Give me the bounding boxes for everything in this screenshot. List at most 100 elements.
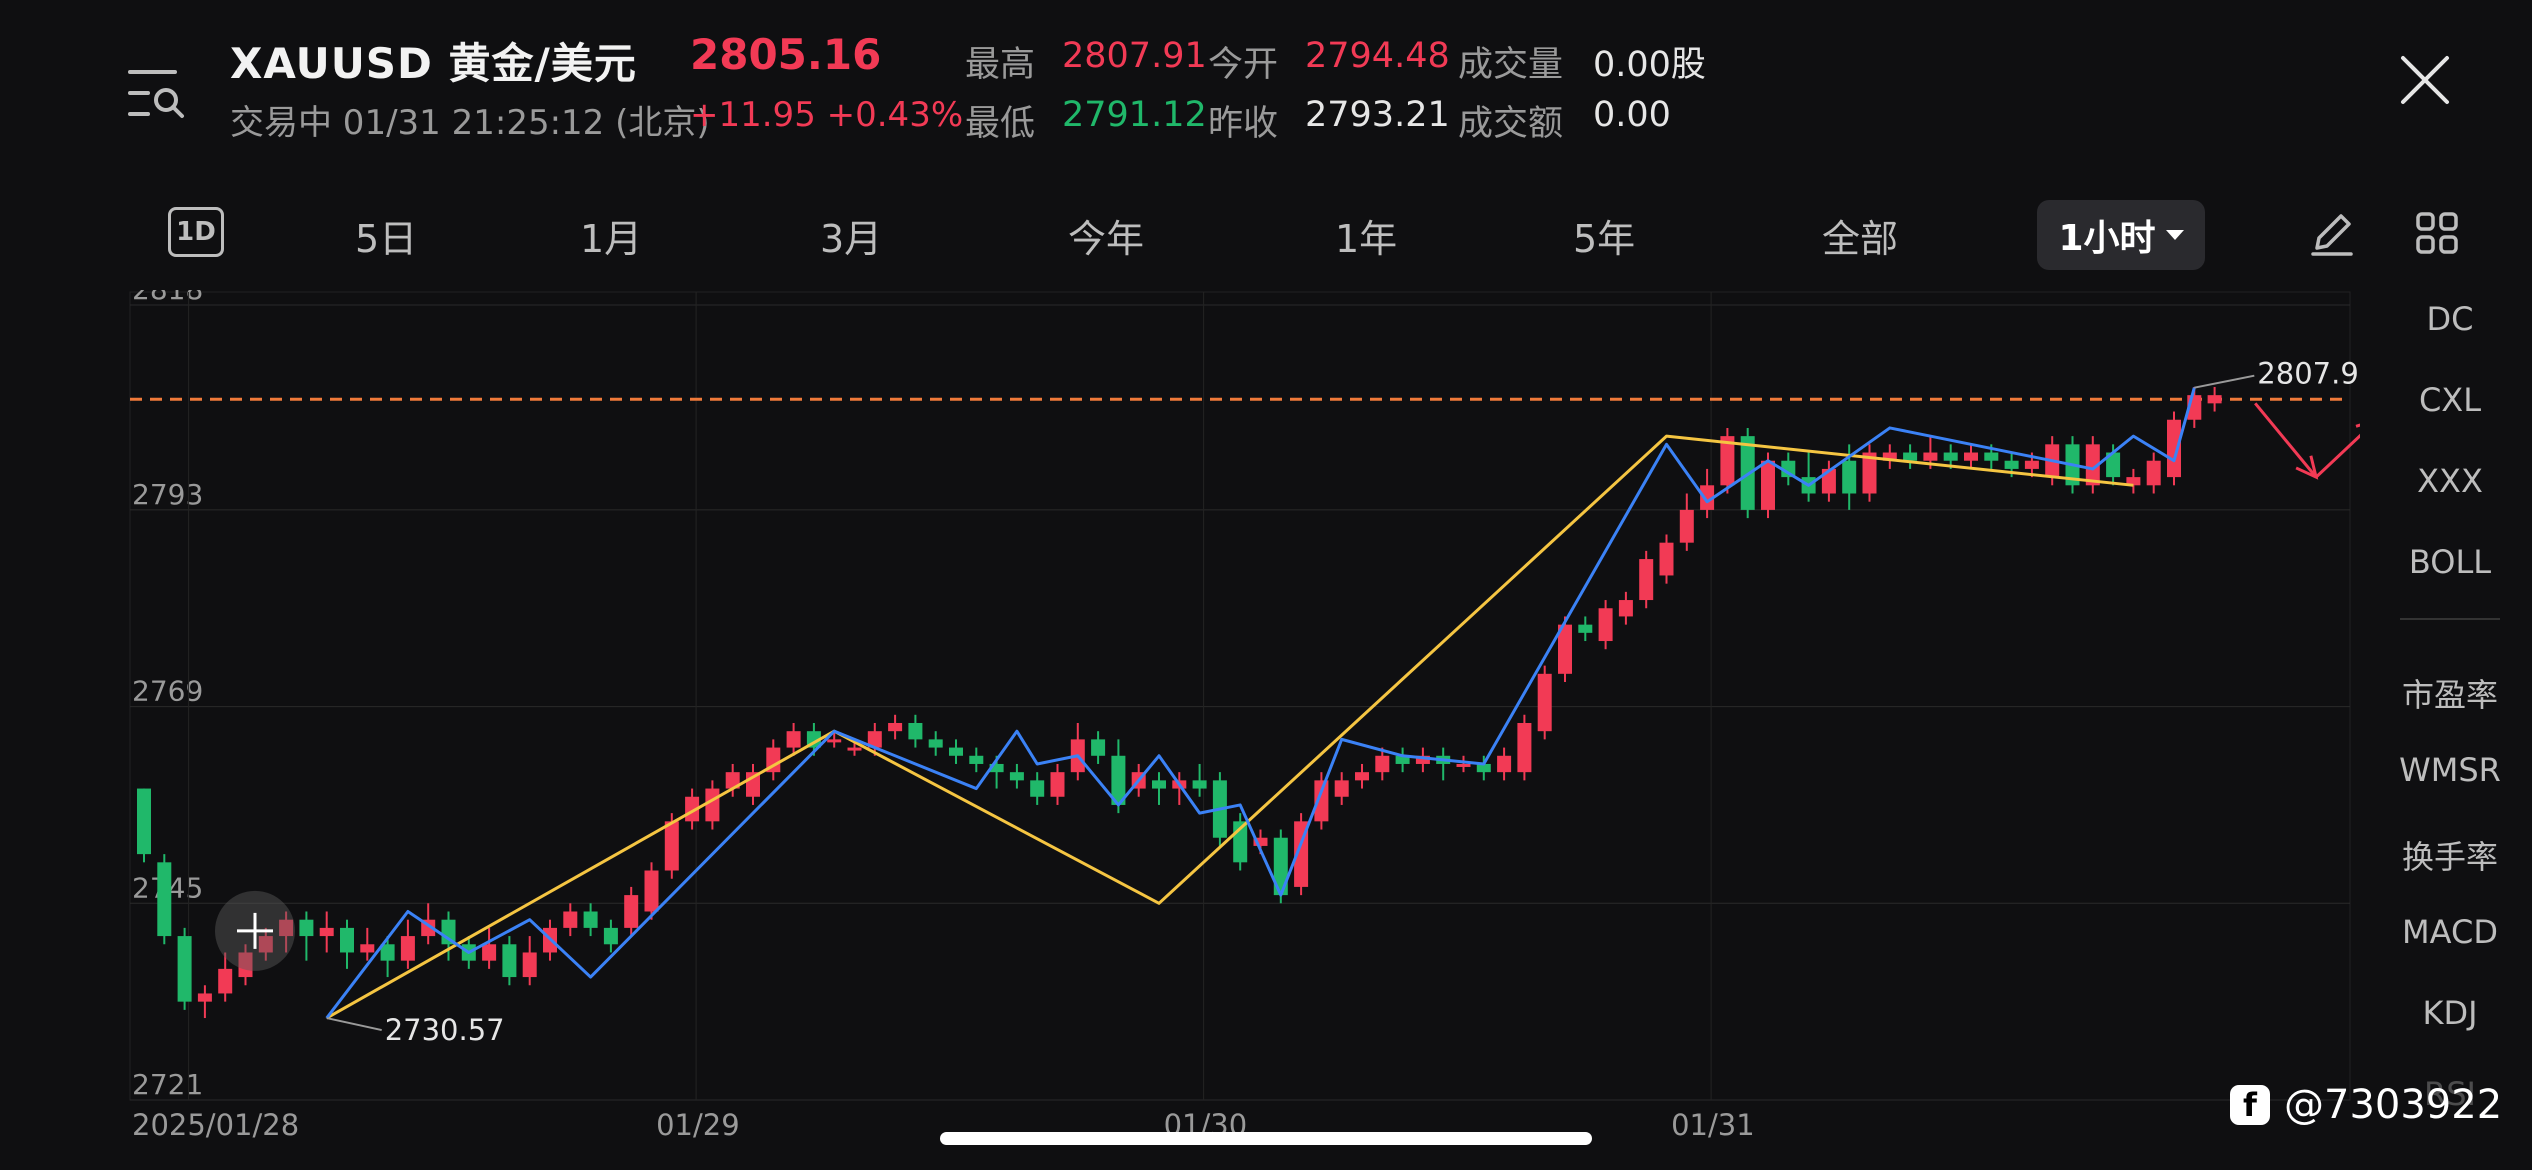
candle-body xyxy=(1334,780,1349,797)
candle-body xyxy=(137,788,151,855)
candle-body xyxy=(1111,755,1126,805)
candle-body xyxy=(1618,600,1633,617)
candle-body xyxy=(1192,780,1207,789)
candle-body xyxy=(1537,673,1552,732)
candle-body xyxy=(279,919,294,937)
indicator-xxx[interactable]: XXX xyxy=(2417,462,2483,500)
candle-body xyxy=(340,927,354,953)
candlestick-chart[interactable]: 281827932769274527212025/01/2801/2901/30… xyxy=(0,290,2360,1150)
home-indicator[interactable] xyxy=(940,1132,1592,1145)
candle-body xyxy=(1273,837,1288,896)
candle-body xyxy=(928,739,943,748)
candle-body xyxy=(1679,509,1694,543)
candle-body xyxy=(1639,559,1654,601)
app-logo-icon: f xyxy=(2230,1085,2270,1125)
high-annotation-label: 2807.91 xyxy=(2257,357,2360,391)
candle-body xyxy=(1314,780,1329,822)
volume-label: 成交量 xyxy=(1458,45,1564,85)
candle-body xyxy=(1578,624,1593,633)
candle-body xyxy=(1375,755,1390,773)
candle-body xyxy=(502,944,517,978)
candle-body xyxy=(197,993,212,1002)
interval-dropdown[interactable]: 1小时 xyxy=(2037,200,2205,270)
candle-body xyxy=(1943,452,1958,461)
candle-body xyxy=(1984,452,1999,461)
candle-body xyxy=(908,722,923,740)
grid-layout-icon[interactable] xyxy=(2412,208,2462,258)
candle-body xyxy=(1091,739,1106,756)
candle-body xyxy=(1882,452,1897,461)
tab-5d[interactable]: 5日 xyxy=(355,217,418,261)
amount-value: 0.00 xyxy=(1593,95,1671,135)
indicator-boll[interactable]: BOLL xyxy=(2408,543,2492,581)
high-label: 最高 xyxy=(965,45,1036,85)
candle-body xyxy=(644,870,659,912)
candle-body xyxy=(1862,452,1877,494)
indicator-divider xyxy=(2400,618,2500,620)
candle-body xyxy=(1720,436,1735,486)
symbol-title: XAUUSD 黄金/美元 xyxy=(230,39,637,88)
candle-body xyxy=(2085,444,2100,486)
chevron-down-icon xyxy=(2165,230,2184,240)
plot-border xyxy=(129,291,2351,1101)
candle-body xyxy=(258,936,273,953)
tab-1d[interactable]: 1D xyxy=(168,207,224,257)
candle-body xyxy=(989,763,1004,773)
tab-ytd[interactable]: 今年 xyxy=(1068,217,1145,261)
draw-pencil-icon[interactable] xyxy=(2307,208,2357,258)
indicator-dc[interactable]: DC xyxy=(2426,300,2474,338)
low-annotation-label: 2730.57 xyxy=(385,1013,505,1047)
tab-3m[interactable]: 3月 xyxy=(820,217,883,261)
indicator-市盈率[interactable]: 市盈率 xyxy=(2401,676,2498,714)
candle-body xyxy=(482,944,497,961)
candle-body xyxy=(1152,780,1166,789)
low-label: 最低 xyxy=(965,104,1036,144)
high-value: 2807.91 xyxy=(1062,36,1207,76)
indicator-rsi[interactable]: RSI xyxy=(2424,1075,2476,1113)
tab-5y[interactable]: 5年 xyxy=(1573,217,1636,261)
candle-body xyxy=(1558,624,1572,674)
indicator-wmsr[interactable]: WMSR xyxy=(2399,751,2501,789)
tab-1y[interactable]: 1年 xyxy=(1335,217,1398,261)
candle-body xyxy=(624,895,639,928)
indicator-macd[interactable]: MACD xyxy=(2402,913,2498,951)
volume-value: 0.00股 xyxy=(1593,45,1706,85)
tab-all[interactable]: 全部 xyxy=(1822,217,1899,261)
candle-body xyxy=(1964,452,1978,461)
trading-status: 交易中 01/31 21:25:12 (北京) xyxy=(230,103,710,143)
candle-body xyxy=(2167,419,2181,478)
candle-body xyxy=(725,772,740,789)
watermark-text: @7303922 xyxy=(2284,1082,2503,1128)
candle-body xyxy=(1050,772,1065,797)
candle-body xyxy=(1009,772,1024,781)
candle-body xyxy=(1030,780,1045,797)
candle-body xyxy=(2146,460,2161,486)
candle-body xyxy=(2004,460,2019,469)
candle-body xyxy=(664,821,679,871)
indicator-cxl[interactable]: CXL xyxy=(2418,381,2482,419)
candle-body xyxy=(786,731,801,748)
tab-1m[interactable]: 1月 xyxy=(580,217,643,261)
candle-body xyxy=(888,722,903,732)
candle-body xyxy=(1761,460,1775,510)
candle-body xyxy=(400,936,415,961)
candle-body xyxy=(1456,763,1471,767)
y-tick-label: 2818 xyxy=(132,290,203,306)
y-tick-label: 2793 xyxy=(132,478,203,511)
indicator-换手率[interactable]: 换手率 xyxy=(2401,838,2498,876)
candle-body xyxy=(319,927,334,937)
indicator-kdj[interactable]: KDJ xyxy=(2422,994,2478,1032)
menu-search-icon[interactable] xyxy=(120,60,190,130)
yellow-zigzag-line xyxy=(325,434,2134,1020)
trend-arrow xyxy=(2315,433,2360,479)
candle-body xyxy=(1497,755,1512,773)
open-value: 2794.48 xyxy=(1305,36,1450,76)
candle-body xyxy=(2024,460,2039,469)
price-change: +11.95 +0.43% xyxy=(690,95,964,135)
close-icon[interactable] xyxy=(2395,50,2455,110)
candle-body xyxy=(827,739,842,743)
candle-body xyxy=(603,927,618,945)
candle-body xyxy=(1659,542,1674,576)
candle-body xyxy=(157,862,172,937)
candle-body xyxy=(218,968,233,994)
